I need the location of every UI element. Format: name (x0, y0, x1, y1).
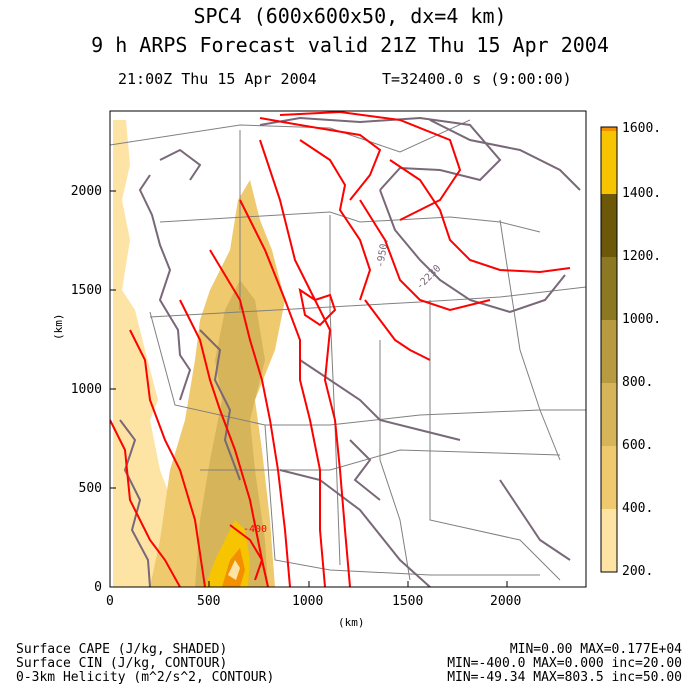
x-tick-label: 500 (197, 594, 221, 609)
colorbar-label: 600. (622, 438, 654, 453)
valid-time: 21:00Z Thu 15 Apr 2004 (118, 70, 317, 88)
title-line-1: SPC4 (600x600x50, dx=4 km) (193, 4, 507, 28)
cin-contours (119, 116, 581, 587)
y-axis-label: (km) (52, 313, 65, 341)
field-description: Surface CAPE (J/kg, SHADED) (16, 642, 228, 657)
x-tick-label: 1000 (292, 594, 324, 609)
field-stats: MIN=0.00 MAX=0.177E+04 (509, 642, 682, 657)
plot-frame (109, 110, 587, 588)
y-tick-label: 1500 (70, 283, 102, 298)
x-tick-label: 2000 (490, 594, 522, 609)
y-tick-label: 2000 (70, 184, 102, 199)
x-tick-label: 1500 (392, 594, 424, 609)
colorbar-label: 800. (622, 375, 654, 390)
field-stats: MIN=-49.34 MAX=803.5 inc=50.00 (447, 670, 682, 685)
contour-label: -950. (375, 237, 391, 269)
axis-ticks (109, 190, 508, 587)
colorbar-label: 1600. (622, 121, 662, 136)
state-boundaries (110, 119, 586, 581)
y-tick-label: 500 (78, 481, 102, 496)
model-time: T=32400.0 s (9:00:00) (382, 70, 572, 88)
colorbar-label: 1000. (622, 312, 662, 327)
x-tick-label: 0 (106, 594, 114, 609)
field-stats: MIN=-400.0 MAX=0.000 inc=20.00 (447, 656, 682, 671)
field-description: 0-3km Helicity (m^2/s^2, CONTOUR) (16, 670, 275, 685)
y-tick-label: 1000 (70, 382, 102, 397)
colorbar (600, 126, 618, 573)
y-tick-label: 0 (94, 580, 102, 595)
helicity-contours (110, 111, 571, 587)
title-line-2: 9 h ARPS Forecast valid 21Z Thu 15 Apr 2… (91, 33, 609, 57)
cape-shading-mid (195, 280, 268, 587)
colorbar-label: 1200. (622, 249, 662, 264)
colorbar-label: 1400. (622, 186, 662, 201)
cape-shading-low (113, 120, 200, 587)
x-axis-label: (km) (338, 616, 365, 629)
colorbar-label: 200. (622, 564, 654, 579)
contour-label: -400 (243, 524, 267, 535)
field-description: Surface CIN (J/kg, CONTOUR) (16, 656, 228, 671)
colorbar-label: 400. (622, 501, 654, 516)
cape-shading-top (228, 560, 240, 580)
